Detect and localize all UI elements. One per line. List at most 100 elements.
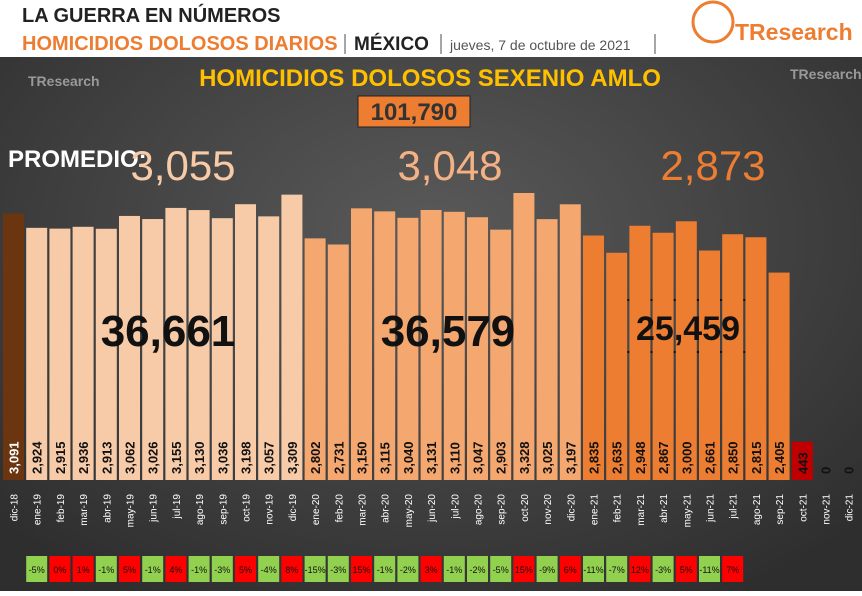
x-tick-label: nov-20 [543,494,554,525]
change-label: 5% [680,565,693,575]
total-label: 101,790 [371,99,458,126]
bar [606,252,628,480]
value-label: 3,130 [192,441,207,474]
change-cell [95,556,117,582]
value-label: 2,661 [703,441,718,474]
change-label: 15% [352,565,370,575]
bar [281,194,303,480]
x-tick-label: ago-19 [195,494,206,526]
value-label: 2,948 [633,441,648,474]
header-logo: TResearch [735,19,853,45]
bar [374,211,396,480]
change-label: -9% [539,565,555,575]
value-label: 2,924 [30,441,45,474]
change-cell [606,556,628,582]
value-label: 2,936 [76,441,91,474]
bar [142,219,164,480]
change-label: -11% [699,565,719,575]
change-cell [559,556,581,582]
x-tick-label: may-21 [682,494,693,528]
x-tick-label: oct-19 [242,494,253,522]
value-label: 2,815 [749,441,764,474]
value-label: 2,903 [494,441,509,474]
change-label: 4% [169,565,182,575]
value-label: 3,115 [378,442,393,474]
bar [165,207,187,480]
value-label: 443 [795,452,810,474]
bar [188,210,210,480]
change-label: 15% [515,565,533,575]
x-tick-label: sep-19 [218,494,229,525]
bar [467,217,488,480]
change-label: 3% [425,565,438,575]
x-tick-label: abr-21 [659,494,670,523]
change-cell [467,556,488,582]
x-tick-label: nov-19 [265,494,276,525]
value-label: 2,835 [587,441,602,474]
bar [327,244,349,480]
change-label: -7% [609,565,625,575]
x-tick-label: oct-20 [520,494,531,522]
value-label: 3,131 [424,441,439,474]
bar [351,208,372,481]
x-tick-label: dic-19 [288,494,299,522]
bar [652,232,674,480]
change-cell [629,556,651,582]
change-label: -3% [214,565,230,575]
bar [583,235,604,480]
header-date: jueves, 7 de octubre de 2021 [449,37,631,53]
x-tick-label: feb-20 [334,494,345,523]
value-label: 3,040 [401,441,416,474]
x-tick-label: jul-19 [172,494,183,520]
value-label: 2,731 [331,441,346,474]
change-label: 6% [564,565,577,575]
change-cell [188,556,210,582]
value-label: 2,850 [726,441,741,474]
x-tick-label: dic-18 [10,494,21,522]
chart-title: HOMICIDIOS DOLOSOS SEXENIO AMLO [199,65,661,92]
x-tick-label: jun-20 [427,494,438,523]
change-cell [351,556,372,582]
change-label: -5% [493,565,509,575]
x-tick-label: mar-20 [358,494,369,526]
value-label: 2,405 [772,441,787,474]
bar [304,238,326,480]
value-label: 3,309 [285,441,300,474]
watermark-logo: TResearch [790,66,862,82]
change-cell [119,556,140,582]
change-cell [258,556,280,582]
change-label: 7% [726,565,739,575]
change-label: -1% [191,565,207,575]
x-tick-label: jun-21 [706,494,717,523]
bar [745,237,767,480]
x-tick-label: mar-19 [79,494,90,526]
value-label: 3,000 [679,441,694,474]
change-cell [165,556,187,582]
bar [3,213,24,480]
bar [258,216,280,481]
change-cell [49,556,71,582]
value-label: 3,328 [517,441,532,474]
value-label: 3,062 [123,441,138,474]
x-tick-label: ene-19 [33,494,44,526]
value-label: 3,036 [215,441,230,474]
value-label: 3,150 [355,441,370,474]
x-tick-label: ene-20 [311,494,322,526]
x-tick-label: abr-19 [102,494,113,523]
change-cell [583,556,604,582]
header-location: MÉXICO [354,33,429,55]
change-label: -2% [469,565,485,575]
change-cell [211,556,233,582]
period-total: 36,661 [101,307,236,356]
x-tick-label: dic-20 [566,494,577,522]
change-label: 8% [285,565,298,575]
watermark-logo: TResearch [28,73,100,89]
change-label: -3% [655,565,671,575]
bar [420,209,442,480]
x-tick-label: dic-21 [845,494,856,522]
bar [675,221,697,480]
average-value: 3,048 [397,142,502,189]
value-label: 3,110 [447,442,462,474]
bar [397,217,419,480]
